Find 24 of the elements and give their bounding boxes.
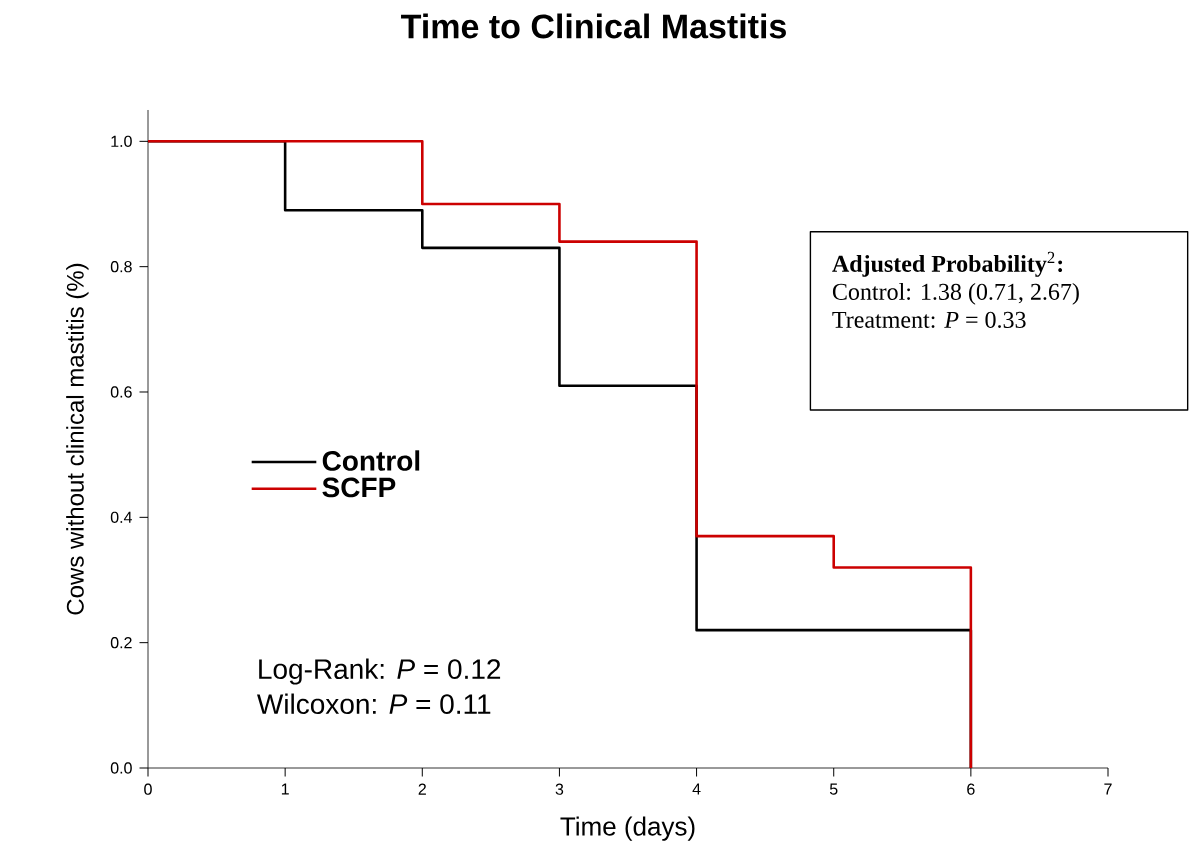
y-tick-label: 0.4	[110, 511, 132, 523]
x-tick-label: 5	[829, 783, 838, 795]
y-tick-label: 1.0	[111, 135, 132, 147]
annotation: Log-Rank: P = 0.12	[259, 658, 501, 685]
y-axis-title: Cows without clinical mastitis (%)	[66, 263, 89, 615]
x-tick-label: 7	[1104, 783, 1112, 795]
x-tick-label: 3	[555, 783, 564, 795]
y-tick-label: 0.8	[110, 260, 132, 273]
x-tick-label: 1	[281, 783, 289, 795]
legend-label: SCFP	[322, 477, 396, 498]
annotation: Treatment: P = 0.33	[832, 311, 1026, 329]
x-axis-title: Time (days)	[560, 816, 695, 841]
y-tick-label: 0.6	[110, 386, 132, 398]
chart-title: Time to Clinical Mastitis	[401, 13, 786, 39]
x-tick-label: 0	[144, 783, 152, 795]
x-tick-label: 6	[967, 783, 975, 795]
annotation: Control: 1.38 (0.71, 2.67)	[832, 283, 1079, 305]
x-tick-label: 4	[692, 783, 701, 795]
annotation: Wilcoxon: P = 0.11	[257, 693, 491, 715]
y-tick-label: 0.0	[110, 762, 132, 774]
x-tick-label: 2	[418, 783, 426, 795]
annotation: Adjusted Probability$^{2}$:	[832, 251, 1063, 277]
y-tick-label: 0.2	[110, 636, 132, 649]
legend-label: Control	[322, 450, 420, 471]
